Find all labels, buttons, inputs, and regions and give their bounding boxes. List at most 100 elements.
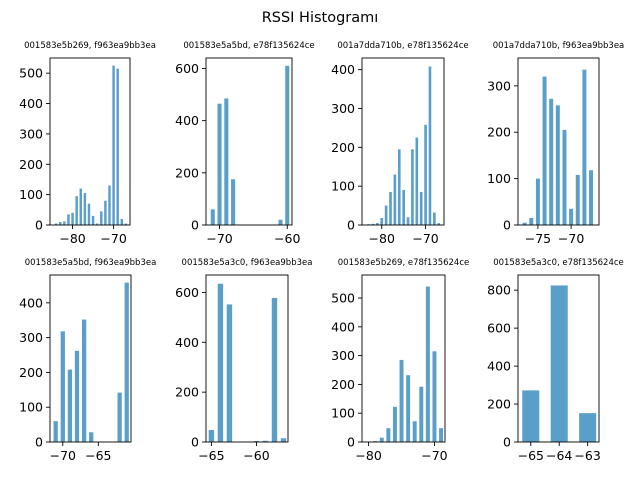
y-tick-label: 400 (331, 319, 355, 334)
y-tick-label: 300 (331, 101, 355, 116)
histogram-bar (83, 193, 87, 225)
histogram-bar (386, 428, 391, 442)
histogram-bar (89, 432, 94, 442)
histogram-bar (81, 319, 87, 442)
x-tick-label: −70 (412, 231, 438, 246)
x-tick-label: −70 (421, 448, 447, 463)
histogram-bar (424, 124, 427, 225)
y-tick-label: 600 (175, 285, 199, 300)
y-tick-label: 300 (19, 126, 43, 141)
histogram-bar (406, 217, 410, 225)
histogram-bar (569, 208, 574, 225)
histogram-bar (116, 68, 119, 225)
histogram-bar (285, 65, 290, 225)
histogram-bar (550, 285, 568, 442)
histogram-bar (529, 218, 534, 225)
histogram-bar (380, 218, 384, 225)
histogram-bar (75, 196, 78, 225)
panel-title: 001a7dda710b, f963ea9bb3ea (493, 41, 625, 51)
histogram-bar (226, 304, 233, 442)
histogram-bar (397, 149, 401, 225)
y-tick-label: 100 (331, 406, 355, 421)
y-tick-label: 0 (503, 435, 511, 450)
panel-title: 001583e5a5bd, f963ea9bb3ea (25, 258, 157, 268)
histogram-bar (262, 440, 269, 442)
y-tick-label: 200 (487, 397, 511, 412)
histogram-panel: 001583e5a5bd, f963ea9bb3ea 0 100 200 300 400 −… (19, 258, 156, 463)
histogram-bar (582, 69, 587, 225)
histogram-bar (433, 212, 436, 225)
histogram-bar (439, 428, 444, 442)
y-tick-label: 200 (331, 140, 355, 155)
x-tick-label: −63 (574, 448, 600, 463)
histogram-bar (253, 441, 260, 442)
histogram-bar (522, 222, 527, 225)
histogram-bar (412, 421, 417, 442)
y-tick-label: 400 (331, 62, 355, 77)
y-tick-label: 400 (19, 96, 43, 111)
histogram-bar (432, 351, 437, 442)
histogram-bar (53, 421, 58, 442)
histogram-bar (419, 191, 423, 225)
histogram-bar (217, 103, 222, 225)
y-tick-label: 400 (487, 359, 511, 374)
histogram-bar (376, 223, 379, 225)
y-tick-label: 500 (19, 66, 43, 81)
x-tick-label: −80 (355, 448, 381, 463)
y-tick-label: 400 (175, 113, 199, 128)
y-tick-label: 800 (487, 283, 511, 298)
y-tick-label: 100 (487, 171, 511, 186)
axes-frame (517, 57, 600, 226)
histogram-bar (91, 215, 95, 225)
y-tick-label: 400 (19, 295, 43, 310)
y-tick-label: 100 (19, 187, 43, 202)
histogram-bar (231, 179, 236, 225)
histogram-bar (522, 390, 540, 442)
histogram-bar (555, 105, 560, 225)
axes-frame (517, 274, 600, 443)
y-tick-label: 300 (487, 78, 511, 93)
x-tick-label: −60 (243, 448, 269, 463)
histogram-bar (415, 137, 419, 225)
histogram-bar (392, 406, 397, 442)
x-tick-label: −75 (525, 231, 551, 246)
histogram-bar (100, 211, 103, 225)
panel-title: 001a7dda710b, e78f135624ce (337, 41, 468, 51)
histogram-panel: 001583e5a3c0, f963ea9bb3ea 0 200 400 600 −65 −… (175, 258, 312, 463)
y-tick-label: 0 (347, 218, 355, 233)
y-tick-label: 200 (487, 125, 511, 140)
panel-title: 001583e5b269, e78f135624ce (338, 258, 470, 268)
histogram-bar (389, 191, 392, 225)
histogram-bar (437, 223, 441, 225)
y-tick-label: 200 (19, 365, 43, 380)
histogram-bar (120, 218, 124, 225)
histogram-bar (67, 214, 70, 225)
axes-frame (49, 57, 131, 226)
y-tick-label: 600 (175, 61, 199, 76)
histogram-bar (549, 98, 554, 225)
y-tick-label: 600 (487, 321, 511, 336)
histogram-bar (575, 174, 580, 225)
histogram-bar (535, 178, 540, 225)
y-tick-label: 200 (175, 385, 199, 400)
histogram-bar (589, 170, 594, 225)
axes-frame (361, 274, 446, 443)
histogram-bar (384, 205, 388, 225)
y-tick-label: 0 (35, 218, 43, 233)
histogram-bar (108, 185, 111, 225)
y-tick-label: 0 (191, 218, 199, 233)
x-tick-label: −70 (206, 231, 232, 246)
axes-frame (361, 57, 445, 226)
histogram-bar (406, 375, 411, 442)
histogram-bar (63, 221, 66, 225)
y-tick-label: 200 (331, 377, 355, 392)
histogram-bar (104, 200, 107, 225)
histogram-bar (271, 297, 278, 442)
histogram-bar (124, 223, 128, 225)
x-tick-label: −65 (85, 448, 111, 463)
panel-title: 001583e5a5bd, e78f135624ce (183, 41, 314, 51)
y-tick-label: 400 (175, 335, 199, 350)
histogram-panel: 001583e5a3c0, e78f135624ce 0 200 400 600 800 −… (487, 258, 624, 463)
histogram-bar (562, 129, 567, 225)
